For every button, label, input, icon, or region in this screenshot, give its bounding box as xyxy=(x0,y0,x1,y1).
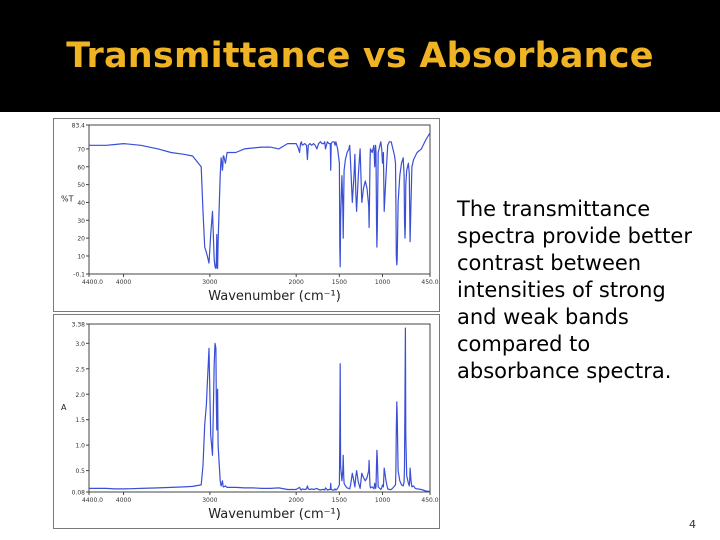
x-axis-label: Wavenumber (cm⁻¹) xyxy=(208,507,341,522)
slide-title: Transmittance vs Absorbance xyxy=(66,36,654,76)
y-tick-label: 2.5 xyxy=(75,366,85,373)
x-axis-label: Wavenumber (cm⁻¹) xyxy=(208,289,341,304)
transmittance-chart-panel: -0.1 10 20 30 40 50 60 70 83.4 4400.0 4000 3000 2000… xyxy=(53,118,440,312)
x-tick-label: 3000 xyxy=(202,497,217,504)
y-axis-label: %T xyxy=(61,195,74,204)
x-tick-label: 1500 xyxy=(332,279,347,286)
y-tick-label: 50 xyxy=(77,182,85,189)
x-tick-label: 450.0 xyxy=(421,279,438,286)
spectrum-line xyxy=(89,132,431,270)
x-tick-label: 4000 xyxy=(116,279,131,286)
y-tick-label: -0.1 xyxy=(73,272,85,279)
y-tick-label: 83.4 xyxy=(72,123,86,130)
y-tick-label: 3.0 xyxy=(75,341,85,348)
x-tick-label: 3000 xyxy=(202,279,217,286)
y-tick-label: 1.0 xyxy=(75,443,85,450)
absorbance-chart: 0.08 0.5 1.0 1.5 2.0 2.5 3.0 3.38 4400.0 4000 3000… xyxy=(61,322,439,523)
x-tick-label: 4400.0 xyxy=(82,279,103,286)
x-tick-label: 2000 xyxy=(289,279,304,286)
title-bar xyxy=(0,0,720,112)
x-tick-label: 1000 xyxy=(375,497,390,504)
y-tick-label: 60 xyxy=(77,164,85,171)
y-tick-label: 30 xyxy=(77,218,85,225)
plot-frame xyxy=(88,124,431,275)
y-tick-label: 0.5 xyxy=(75,468,85,475)
y-tick-label: 1.5 xyxy=(75,417,85,424)
page-number: 4 xyxy=(689,518,696,531)
x-tick-label: 450.0 xyxy=(421,497,438,504)
y-axis-label: A xyxy=(61,403,67,412)
spectrum-line xyxy=(89,327,431,493)
description-text: The transmittance spectra provide better… xyxy=(457,197,692,383)
transmittance-chart: -0.1 10 20 30 40 50 60 70 83.4 4400.0 4000 3000 2000… xyxy=(61,123,439,305)
y-tick-label: 3.38 xyxy=(72,322,86,329)
y-tick-label: 70 xyxy=(77,146,85,153)
y-tick-label: 10 xyxy=(77,253,85,260)
x-tick-label: 1500 xyxy=(332,497,347,504)
x-tick-label: 1000 xyxy=(375,279,390,286)
y-tick-label: 40 xyxy=(77,200,85,207)
x-tick-label: 4000 xyxy=(116,497,131,504)
x-tick-label: 4400.0 xyxy=(82,497,103,504)
y-tick-label: 20 xyxy=(77,236,85,243)
y-tick-label: 2.0 xyxy=(75,392,85,399)
plot-frame xyxy=(88,323,431,493)
x-tick-label: 2000 xyxy=(289,497,304,504)
y-tick-label: 0.08 xyxy=(72,490,86,497)
absorbance-chart-panel: 0.08 0.5 1.0 1.5 2.0 2.5 3.0 3.38 4400.0 4000 3000… xyxy=(53,314,440,529)
